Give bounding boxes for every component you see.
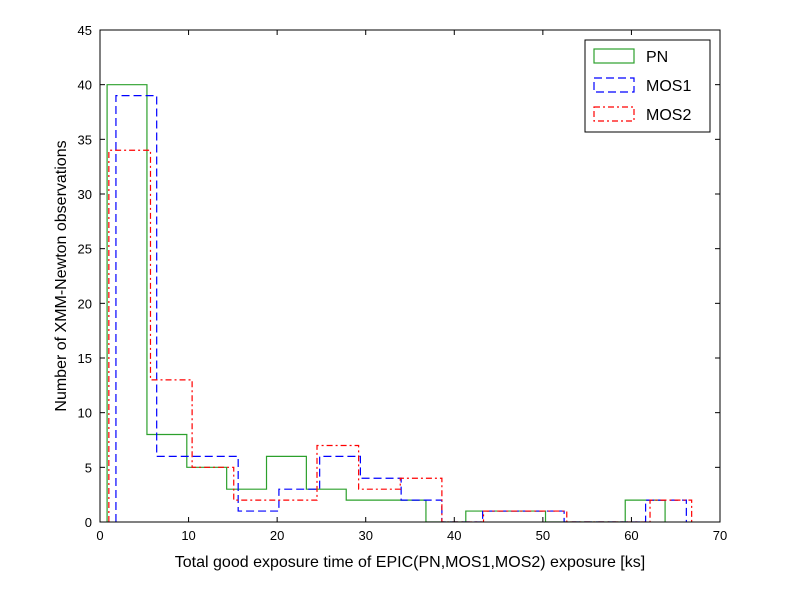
y-tick-label: 5 <box>85 460 92 475</box>
y-tick-label: 35 <box>78 132 92 147</box>
bar-mos1-bin-9 <box>483 511 524 522</box>
x-tick-label: 60 <box>624 528 638 543</box>
y-axis-label: Number of XMM-Newton observations <box>53 140 70 411</box>
y-tick-label: 40 <box>78 78 92 93</box>
bar-mos2-bin-2 <box>192 467 234 522</box>
bar-pn-bin-0 <box>107 85 147 522</box>
y-tick-label: 30 <box>78 187 92 202</box>
series-layer <box>106 84 693 522</box>
bar-mos2-bin-4 <box>275 500 317 522</box>
bar-pn-bin-9 <box>466 511 506 522</box>
bar-mos1-bin-10 <box>523 511 564 522</box>
series-mos1-step-line <box>115 95 687 522</box>
x-tick-label: 70 <box>713 528 727 543</box>
bar-mos1-bin-7 <box>401 500 442 522</box>
y-tick-label: 10 <box>78 406 92 421</box>
bar-pn-bin-10 <box>506 511 546 522</box>
x-tick-label: 0 <box>96 528 103 543</box>
bar-mos1-bin-1 <box>157 456 198 522</box>
legend-swatch-mos1 <box>593 77 635 93</box>
x-tick-label: 50 <box>536 528 550 543</box>
y-tick-label: 20 <box>78 296 92 311</box>
series-mos2-step-line <box>108 149 693 522</box>
series-pn-step-line <box>106 84 666 522</box>
legend-swatch-mos2 <box>593 106 635 122</box>
x-axis-label: Total good exposure time of EPIC(PN,MOS1… <box>175 554 645 571</box>
plot-frame <box>99 29 721 523</box>
y-tick-label: 25 <box>78 242 92 257</box>
bar-pn-bin-5 <box>306 489 346 522</box>
bar-pn-bin-1 <box>147 435 187 522</box>
x-tick-label: 40 <box>447 528 461 543</box>
y-tick-label: 15 <box>78 351 92 366</box>
x-tick-label: 30 <box>358 528 372 543</box>
bar-pn-bin-2 <box>187 467 227 522</box>
legend-label-pn: PN <box>646 49 668 66</box>
legend-frame <box>584 39 711 133</box>
bar-mos2-bin-9 <box>484 511 526 522</box>
bar-mos1-bin-13 <box>646 500 687 522</box>
legend: PN MOS1 MOS2 <box>584 39 711 133</box>
bar-mos2-bin-6 <box>359 489 401 522</box>
ticks-layer: 0 10 20 30 40 50 60 70 0 5 10 15 20 25 30 35 40 45 <box>78 23 728 543</box>
bar-mos2-bin-13 <box>650 500 692 522</box>
y-tick-label: 0 <box>85 515 92 530</box>
bar-mos2-bin-0 <box>109 150 151 522</box>
bar-mos1-bin-4 <box>279 489 320 522</box>
bar-pn-bin-3 <box>227 489 267 522</box>
y-tick-label: 45 <box>78 23 92 38</box>
x-tick-label: 10 <box>181 528 195 543</box>
legend-label-mos1: MOS1 <box>646 78 691 95</box>
bar-mos1-bin-3 <box>238 511 279 522</box>
legend-label-mos2: MOS2 <box>646 107 691 124</box>
bar-pn-bin-7 <box>386 500 426 522</box>
legend-swatch-pn <box>593 48 635 64</box>
x-tick-label: 20 <box>270 528 284 543</box>
